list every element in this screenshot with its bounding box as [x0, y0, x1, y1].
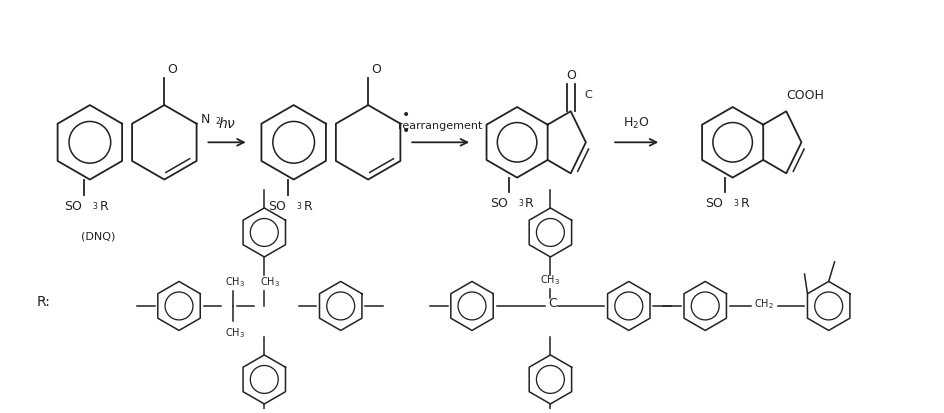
Text: O: O	[167, 62, 177, 76]
Text: O: O	[371, 62, 380, 76]
Text: rearrangement: rearrangement	[398, 120, 482, 130]
Text: N: N	[200, 113, 210, 126]
Text: SO: SO	[268, 199, 286, 213]
Text: R: R	[303, 199, 312, 213]
Text: $_3$: $_3$	[295, 199, 302, 212]
Text: $_3$: $_3$	[517, 197, 523, 209]
Text: R: R	[740, 197, 749, 210]
Text: R: R	[524, 197, 533, 210]
Text: SO: SO	[489, 197, 507, 210]
Text: R: R	[99, 199, 109, 213]
Text: COOH: COOH	[785, 89, 823, 102]
Text: CH$_3$: CH$_3$	[225, 275, 244, 289]
Text: $_2$: $_2$	[215, 115, 221, 128]
Text: CH$_3$: CH$_3$	[540, 273, 560, 287]
Text: C: C	[548, 296, 556, 309]
Text: CH$_3$: CH$_3$	[261, 275, 280, 289]
Text: C: C	[583, 89, 592, 100]
Text: (DNQ): (DNQ)	[80, 231, 115, 241]
Text: O: O	[565, 69, 575, 82]
Text: R:: R:	[37, 294, 51, 308]
Text: $_3$: $_3$	[733, 197, 739, 209]
Text: SO: SO	[64, 199, 82, 213]
Text: •: •	[402, 108, 410, 121]
Text: CH$_3$: CH$_3$	[225, 326, 244, 339]
Text: H$_2$O: H$_2$O	[623, 115, 649, 130]
Text: $_3$: $_3$	[93, 199, 98, 212]
Text: $h\nu$: $h\nu$	[218, 115, 236, 130]
Text: CH$_2$: CH$_2$	[753, 297, 773, 310]
Text: •: •	[402, 123, 410, 137]
Text: SO: SO	[704, 197, 722, 210]
